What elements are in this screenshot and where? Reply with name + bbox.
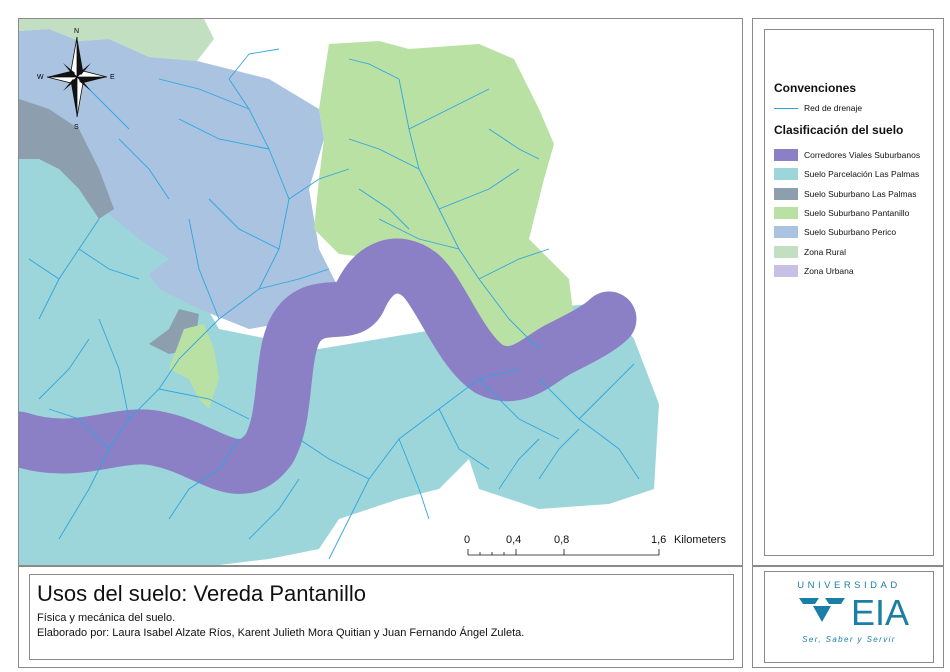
north-arrow: N S E W [37, 28, 115, 131]
title-panel: Usos del suelo: Vereda Pantanillo Física… [18, 566, 743, 668]
logo-emblem-icon: EIA [799, 592, 909, 632]
legend-item-label: Suelo Suburbano Perico [804, 227, 897, 238]
east-label: E [110, 74, 115, 81]
map-title: Usos del suelo: Vereda Pantanillo [37, 581, 366, 606]
scale-bar [467, 549, 660, 556]
zona-rural-area [19, 19, 214, 61]
suburbano-pantanillo-area [314, 41, 574, 349]
scale-tick-0: 0 [464, 534, 471, 546]
legend-swatch [774, 245, 798, 258]
map-panel: N S E W 0 0,4 0,8 1,6 Kilometers [18, 18, 743, 566]
scale-tick-2: 0,8 [554, 534, 570, 546]
west-label: W [37, 74, 44, 81]
legend-item: Suelo Suburbano Pantanillo [774, 206, 909, 220]
logo-panel: UNIVERSIDAD EIA Ser, Saber y Servir [752, 566, 944, 668]
legend-item-label: Suelo Parcelación Las Palmas [804, 169, 920, 180]
legend-item: Suelo Suburbano Perico [774, 225, 896, 239]
legend-swatch [774, 264, 798, 277]
suburbano-perico-area [19, 29, 339, 329]
scale-tick-3: 1,6 [651, 534, 667, 546]
south-label: S [74, 124, 79, 131]
legend-item: Suelo Suburbano Las Palmas [774, 187, 916, 201]
legend-item-label: Corredores Viales Suburbanos [804, 150, 921, 160]
legend-item-label: Suelo Suburbano Pantanillo [804, 207, 910, 218]
scale-unit: Kilometers [674, 534, 726, 546]
legend-drainage-row: Red de drenaje [774, 101, 862, 115]
university-logo: UNIVERSIDAD EIA Ser, Saber y Servir [764, 571, 934, 663]
legend-item: Zona Urbana [774, 264, 854, 278]
legend-swatch [774, 226, 798, 239]
legend-item-label: Zona Rural [804, 246, 847, 257]
logo-university-text: UNIVERSIDAD [797, 580, 901, 591]
drainage-network [28, 48, 640, 560]
land-use-map: N S E W [19, 19, 742, 565]
legend-item: Zona Rural [774, 245, 846, 259]
legend-item-label: Suelo Suburbano Las Palmas [804, 188, 917, 199]
suburbano-las-palmas-area [19, 99, 114, 219]
legend-item-label: Zona Urbana [804, 265, 854, 276]
legend-swatch [774, 149, 798, 161]
legend-drainage-label: Red de drenaje [804, 103, 863, 113]
logo-slogan: Ser, Saber y Servir [802, 635, 896, 644]
title-box: Usos del suelo: Vereda Pantanillo Física… [29, 574, 734, 660]
drainage-line-swatch [774, 107, 798, 109]
legend-swatch [774, 187, 798, 200]
legend-item: Corredores Viales Suburbanos [774, 148, 920, 162]
legend-swatch [774, 206, 798, 219]
logo-name: EIA [851, 592, 909, 632]
map-authors: Elaborado por: Laura Isabel Alzate Ríos,… [37, 627, 525, 639]
corredor-vial-area [19, 238, 637, 494]
scale-tick-1: 0,4 [506, 534, 522, 546]
legend-panel: Convenciones Red de drenaje Clasificació… [752, 18, 944, 566]
legend-box: Convenciones Red de drenaje Clasificació… [764, 29, 934, 556]
north-label: N [74, 28, 79, 35]
legend-item: Suelo Parcelación Las Palmas [774, 167, 919, 181]
legend-swatch [774, 168, 798, 181]
legend-heading: Convenciones [774, 81, 857, 95]
map-subtitle: Física y mecánica del suelo. [37, 612, 176, 624]
legend-classification-heading: Clasificación del suelo [774, 123, 904, 137]
